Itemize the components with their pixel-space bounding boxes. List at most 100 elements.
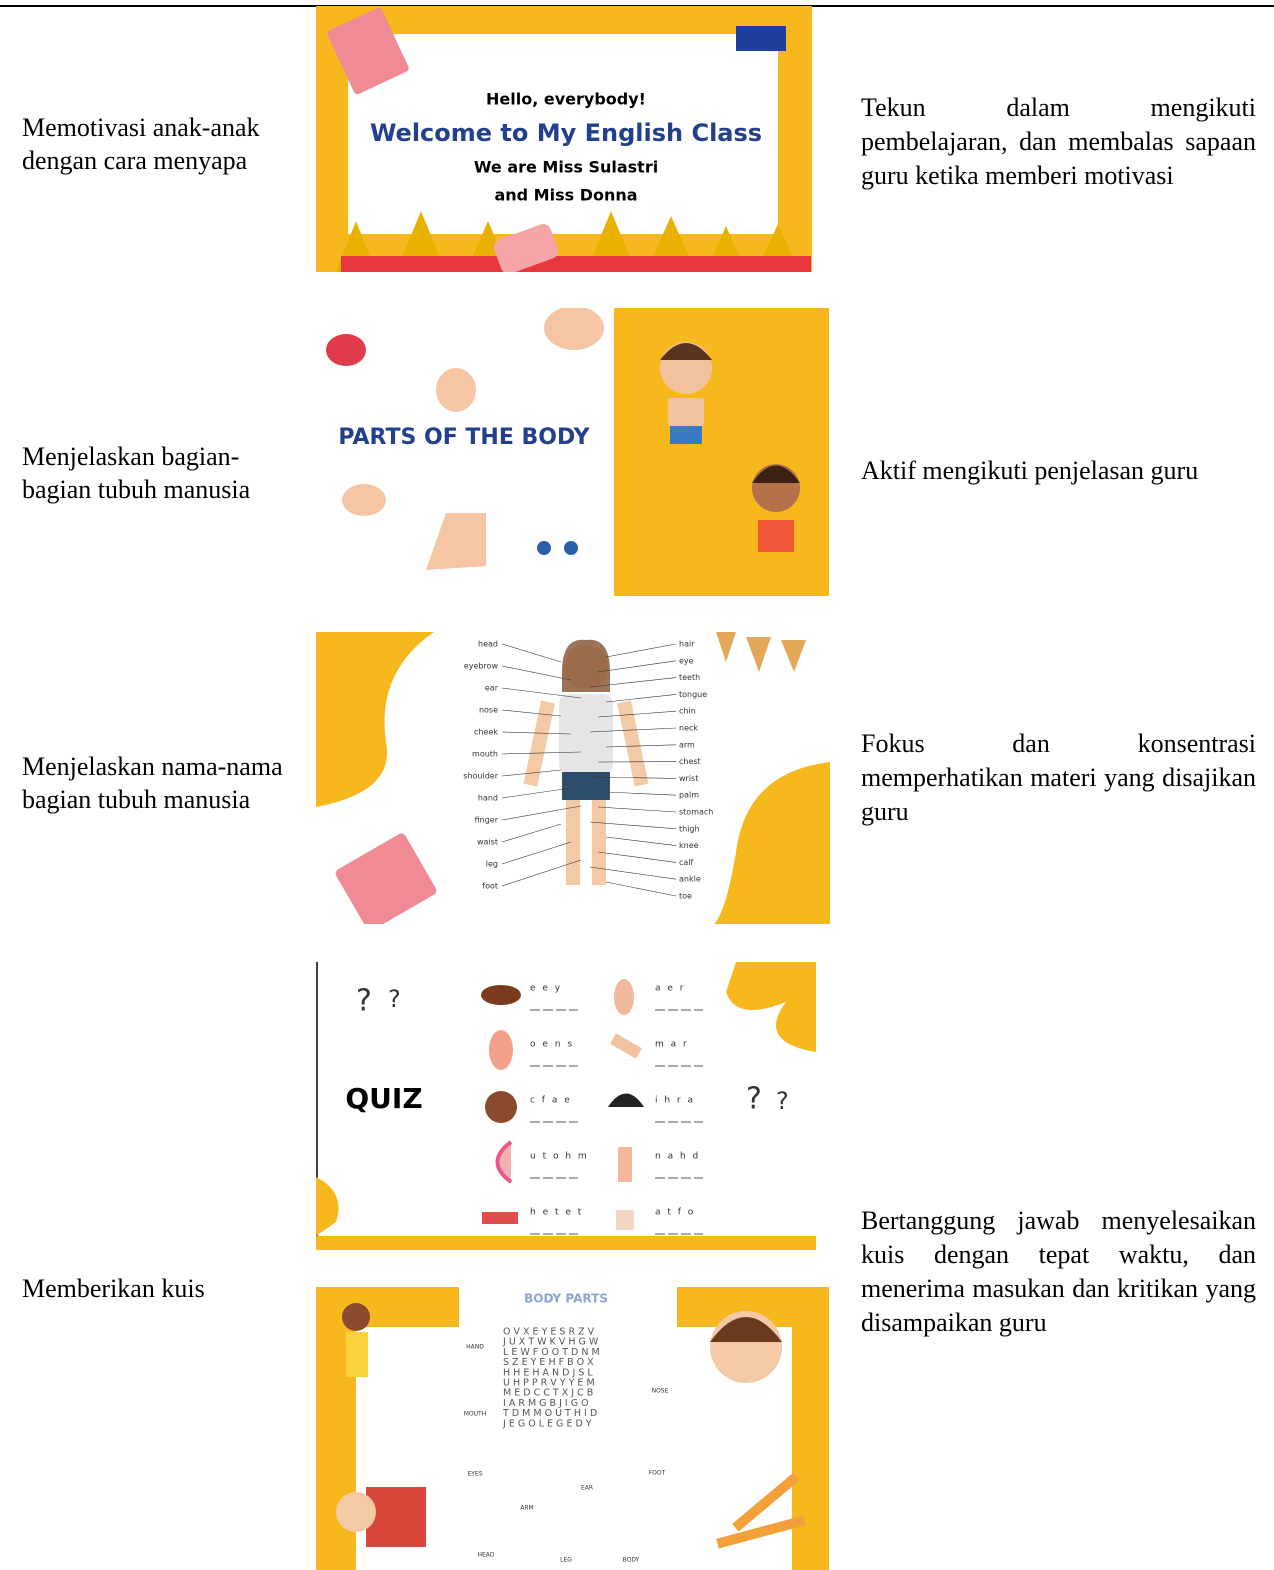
body-label: hair xyxy=(679,640,695,649)
student-activity: Bertanggung jawab menyelesaikan kuis den… xyxy=(861,1206,1256,1337)
leader-line xyxy=(589,776,677,779)
slide-text: and Miss Donna xyxy=(494,186,637,205)
scrambled-word: c f a e xyxy=(530,1096,572,1106)
leader-line xyxy=(501,751,582,755)
picture-label: MOUTH xyxy=(464,1411,486,1418)
leader-line xyxy=(501,805,582,821)
leader-line xyxy=(597,710,677,718)
scrambled-word: a e r xyxy=(655,984,685,994)
body-label: foot xyxy=(482,882,498,891)
grid-row: M E D C C T X J C B xyxy=(503,1388,593,1399)
body-label: chest xyxy=(679,757,701,766)
grid-row: O V X E Y E S R Z V xyxy=(503,1327,595,1338)
body-label: arm xyxy=(679,740,695,749)
leader-line xyxy=(589,866,677,880)
slide-text: Hello, everybody! xyxy=(486,90,646,109)
scrambled-word: u t o h m xyxy=(530,1152,589,1162)
leader-line xyxy=(605,694,677,703)
body-label: eye xyxy=(679,656,694,665)
body-label: calf xyxy=(679,858,694,867)
teacher-activity: Memberikan kuis xyxy=(22,1274,205,1303)
svg-text:?: ? xyxy=(388,985,401,1013)
leader-line xyxy=(605,881,677,897)
leader-line xyxy=(501,823,562,843)
slide-title: QUIZ xyxy=(345,1082,422,1115)
leader-line xyxy=(589,821,677,830)
wordsearch-slide: BODY PARTS O V X E Y E S R Z VJ U X T W K… xyxy=(316,1287,829,1570)
slide-title: BODY PARTS xyxy=(524,1292,608,1306)
leader-line xyxy=(501,769,562,777)
leader-line xyxy=(501,787,572,799)
body-label: cheek xyxy=(474,728,498,737)
leader-line xyxy=(589,677,677,688)
student-activity: Tekun dalam mengikuti pembelajaran, dan … xyxy=(861,93,1256,190)
parts-slide: PARTS OF THE BODY xyxy=(316,308,829,596)
grid-row: J U X T W K V H G W xyxy=(502,1337,599,1348)
body-label: tongue xyxy=(679,690,707,699)
picture-label: HAND xyxy=(466,1344,484,1351)
scrambled-word: o e n s xyxy=(530,1040,574,1050)
quiz-slide: ?? ?? QUIZ e e y a e r o e n s m a r c f a e… xyxy=(316,962,816,1250)
scrambled-word: a t f o xyxy=(655,1208,695,1218)
scrambled-word: m a r xyxy=(655,1040,689,1050)
body-label: teeth xyxy=(679,673,700,682)
body-label: mouth xyxy=(472,750,498,759)
body-label: toe xyxy=(679,892,692,901)
scrambled-word: e e y xyxy=(530,984,562,994)
teacher-activity: Menjelaskan bagian-bagian tubuh manusia xyxy=(22,442,251,504)
picture-label: HEAD xyxy=(477,1552,494,1559)
body-label: hand xyxy=(478,794,498,803)
body-label: wrist xyxy=(679,774,698,783)
body-label: nose xyxy=(479,706,498,715)
svg-text:?: ? xyxy=(356,984,372,1019)
leader-line xyxy=(605,744,677,748)
grid-row: L E W F O O T D N M xyxy=(503,1347,600,1358)
leader-line xyxy=(597,806,677,813)
leader-line xyxy=(597,851,677,863)
leader-line xyxy=(605,791,677,796)
grid-row: J E G O L E G E D Y xyxy=(502,1418,592,1429)
grid-row: I A R M G B J I G O xyxy=(503,1398,589,1409)
leader-line xyxy=(501,841,572,865)
picture-label: FOOT xyxy=(649,1470,666,1477)
body-label: ankle xyxy=(679,875,701,884)
body-label: thigh xyxy=(679,824,700,833)
body-label: chin xyxy=(679,707,696,716)
slide-text: We are Miss Sulastri xyxy=(474,158,658,177)
scrambled-word: h e t e t xyxy=(530,1208,583,1218)
leader-line xyxy=(501,859,582,887)
body-labels-slide: head eyebrow ear nose cheek mouth shoulder hand… xyxy=(316,632,830,924)
grid-row: U H P P R V Y Y E M xyxy=(503,1378,595,1389)
grid-row: T D M M O U T H I D xyxy=(502,1408,597,1419)
picture-label: EYES xyxy=(467,1471,482,1478)
leader-line xyxy=(501,731,572,735)
svg-text:?: ? xyxy=(746,1082,762,1117)
leader-line xyxy=(605,643,677,658)
picture-label: LEG xyxy=(560,1557,572,1564)
body-label: ear xyxy=(485,684,499,693)
svg-text:?: ? xyxy=(776,1087,789,1115)
body-label: palm xyxy=(679,791,699,800)
scrambled-word: n a h d xyxy=(655,1152,700,1162)
body-label: waist xyxy=(477,838,498,847)
leader-line xyxy=(597,660,677,673)
leader-line xyxy=(501,665,572,681)
welcome-slide: Hello, everybody! Welcome to My English … xyxy=(316,6,812,272)
slide-title: PARTS OF THE BODY xyxy=(338,425,590,450)
body-label: finger xyxy=(475,816,499,825)
body-label: leg xyxy=(486,860,498,869)
body-label: head xyxy=(478,640,498,649)
student-activity: Fokus dan konsentrasi memperhatikan mate… xyxy=(861,729,1256,826)
body-label: eyebrow xyxy=(464,662,499,671)
picture-label: BODY xyxy=(623,1557,640,1564)
teacher-activity: Memotivasi anak-anak dengan cara menyapa xyxy=(22,113,260,175)
picture-label: NOSE xyxy=(652,1388,669,1395)
body-label: shoulder xyxy=(463,772,498,781)
body-label: stomach xyxy=(679,808,713,817)
picture-label: ARM xyxy=(520,1505,533,1512)
body-label: knee xyxy=(679,841,699,850)
leader-line xyxy=(605,836,677,846)
grid-row: H H E H A N D J S L xyxy=(503,1367,593,1378)
student-activity: Aktif mengikuti penjelasan guru xyxy=(861,456,1199,485)
